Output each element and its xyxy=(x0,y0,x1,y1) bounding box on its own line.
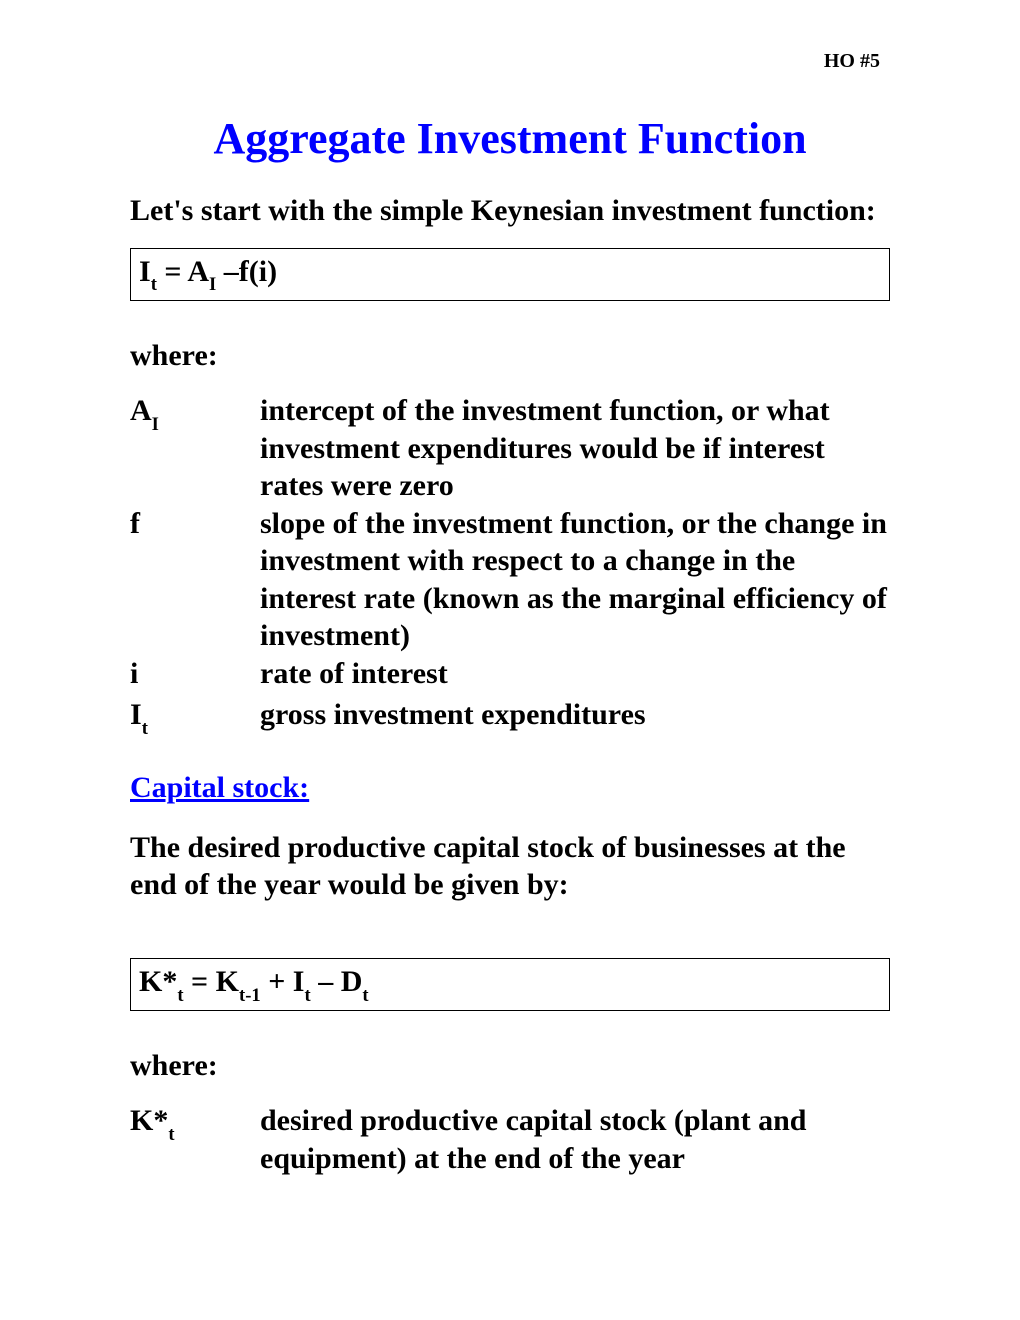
definition-row: AI intercept of the investment function,… xyxy=(130,392,890,505)
formula-minus: – xyxy=(216,255,239,288)
page-title: Aggregate Investment Function xyxy=(60,113,960,164)
definition-desc: intercept of the investment function, or… xyxy=(260,392,890,505)
definition-row: K*t desired productive capital stock (pl… xyxy=(130,1102,890,1177)
definition-desc: slope of the investment function, or the… xyxy=(260,505,890,655)
formula-sub: t xyxy=(151,274,157,295)
formula-eq: = xyxy=(157,255,187,288)
section-subtitle: Capital stock: xyxy=(130,771,890,805)
definition-symbol: f xyxy=(130,505,260,655)
intro-paragraph: Let's start with the simple Keynesian in… xyxy=(130,192,890,230)
where-label: where: xyxy=(130,337,890,375)
formula-capital-stock: K*t = Kt-1 + It – Dt xyxy=(130,958,890,1011)
definition-desc: gross investment expenditures xyxy=(260,696,890,737)
definition-symbol: AI xyxy=(130,392,260,505)
sym-main: K* xyxy=(130,1104,168,1137)
capital-paragraph: The desired productive capital stock of … xyxy=(130,829,890,904)
definition-symbol: It xyxy=(130,696,260,737)
sym-sub: t xyxy=(142,718,148,739)
spacer xyxy=(130,922,890,958)
definition-symbol: K*t xyxy=(130,1102,260,1177)
formula-term: D xyxy=(341,965,363,998)
definition-symbol: i xyxy=(130,655,260,696)
definition-row: It gross investment expenditures xyxy=(130,696,890,737)
formula-term: A xyxy=(187,255,209,288)
formula-investment: It = AI –f(i) xyxy=(130,248,890,301)
formula-term: K* xyxy=(139,965,177,998)
formula-minus: – xyxy=(311,965,341,998)
definition-row: f slope of the investment function, or t… xyxy=(130,505,890,655)
sym-sub: t xyxy=(168,1124,174,1145)
definitions-list-2: K*t desired productive capital stock (pl… xyxy=(130,1102,890,1177)
sym-main: f xyxy=(130,507,140,540)
formula-plus: + xyxy=(268,965,293,998)
formula-term: f(i) xyxy=(239,255,277,288)
formula-eq: = xyxy=(184,965,216,998)
definitions-list-1: AI intercept of the investment function,… xyxy=(130,392,890,737)
formula-sub: I xyxy=(209,274,216,295)
handout-number: HO #5 xyxy=(60,50,880,73)
definition-desc: desired productive capital stock (plant … xyxy=(260,1102,890,1177)
document-body: Let's start with the simple Keynesian in… xyxy=(60,192,960,1177)
definition-desc: rate of interest xyxy=(260,655,890,696)
sym-main: A xyxy=(130,394,152,427)
formula-term: K xyxy=(216,965,239,998)
sym-main: i xyxy=(130,657,138,690)
formula-term: I xyxy=(139,255,151,288)
formula-sub: t xyxy=(304,985,310,1006)
formula-sub: t-1 xyxy=(239,985,261,1006)
where-label-2: where: xyxy=(130,1047,890,1085)
formula-term: I xyxy=(293,965,305,998)
sym-sub: I xyxy=(152,414,159,435)
sym-main: I xyxy=(130,698,142,731)
definition-row: i rate of interest xyxy=(130,655,890,696)
formula-sub: t xyxy=(362,985,368,1006)
formula-sub: t xyxy=(177,985,183,1006)
